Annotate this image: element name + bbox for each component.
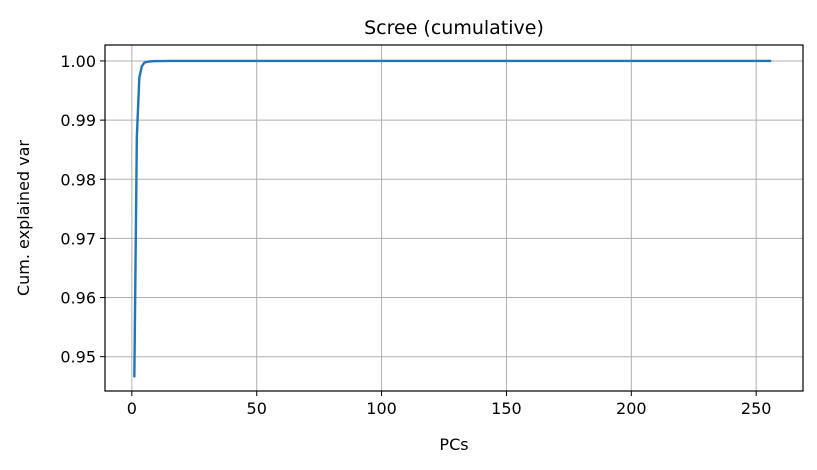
y-tick-label: 0.98 (60, 170, 96, 189)
x-tick-label: 250 (741, 399, 772, 418)
x-tick-label: 200 (616, 399, 647, 418)
y-tick-label: 1.00 (60, 52, 96, 71)
x-axis-label: PCs (439, 435, 468, 454)
x-axis: 0 50 100 150 200 250 (127, 391, 772, 418)
x-tick-label: 50 (247, 399, 267, 418)
y-axis: 0.95 0.96 0.97 0.98 0.99 1.00 (60, 52, 105, 367)
series-layer (133, 59, 772, 378)
chart-title: Scree (cumulative) (364, 17, 544, 39)
y-tick-label: 0.97 (60, 229, 96, 248)
x-tick-label: 150 (491, 399, 522, 418)
y-tick-label: 0.96 (60, 289, 96, 308)
x-tick-label: 0 (127, 399, 137, 418)
y-tick-label: 0.95 (60, 348, 96, 367)
y-axis-label: Cum. explained var (14, 140, 33, 296)
x-tick-label: 100 (366, 399, 397, 418)
y-tick-label: 0.99 (60, 111, 96, 130)
plot-frame (104, 44, 804, 392)
series-line (133, 59, 772, 378)
grid (105, 45, 803, 391)
